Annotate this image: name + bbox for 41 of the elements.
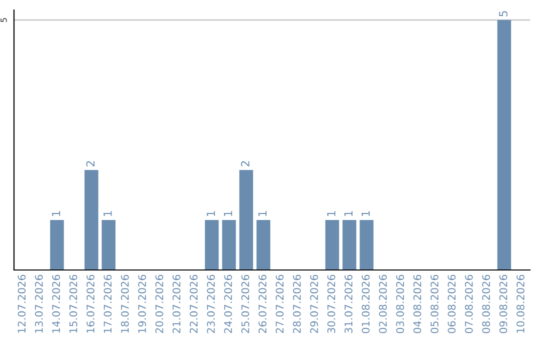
data-label: 2: [241, 161, 250, 166]
x-tick-label: 17.07.2026: [104, 274, 112, 333]
data-label: 1: [362, 211, 370, 216]
x-tick-label: 29.07.2026: [310, 274, 318, 334]
x-tick-label: 16.07.2026: [86, 274, 94, 333]
x-tick-label: 13.07.2026: [34, 274, 43, 333]
x-tick-label: 28.07.2026: [292, 274, 301, 334]
x-tick-label: 15.07.2026: [69, 274, 78, 333]
x-tick-label: 01.08.2026: [362, 274, 370, 334]
data-label: 1: [344, 211, 352, 216]
x-tick-label: 20.07.2026: [155, 274, 164, 334]
x-tick-label: 09.08.2026: [499, 274, 508, 334]
x-tick-label: 24.07.2026: [224, 274, 232, 334]
x-tick-label: 21.07.2026: [172, 274, 180, 334]
data-label: 1: [327, 211, 336, 216]
data-label: 1: [52, 211, 60, 216]
data-label: 2: [86, 161, 94, 166]
x-tick-label: 23.07.2026: [206, 274, 215, 334]
x-tick-label: 02.08.2026: [378, 274, 387, 334]
x-tick-label: 14.07.2026: [52, 274, 60, 333]
x-tick-label: 03.08.2026: [396, 274, 404, 334]
x-tick-label: 31.07.2026: [344, 274, 352, 334]
x-tick-label: 25.07.2026: [241, 274, 250, 334]
x-tick-label: 10.08.2026: [516, 274, 524, 333]
data-label: 1: [206, 211, 215, 216]
x-tick-label: 30.07.2026: [327, 274, 336, 334]
data-label: 5: [499, 11, 508, 16]
data-label: 1: [224, 211, 232, 216]
data-label: 1: [258, 211, 266, 216]
x-tick-label: 05.08.2026: [430, 274, 438, 334]
x-tick-label: 04.08.2026: [413, 274, 422, 334]
x-tick-label: 06.08.2026: [448, 274, 456, 334]
x-tick-label: 08.08.2026: [482, 274, 490, 334]
data-label: 1: [104, 211, 112, 216]
x-tick-label: 07.08.2026: [464, 274, 473, 334]
x-tick-label: 19.07.2026: [138, 274, 146, 333]
x-tick-label: 26.07.2026: [258, 274, 266, 334]
x-tick-label: 22.07.2026: [190, 274, 198, 334]
x-tick-label: 18.07.2026: [120, 274, 129, 333]
x-tick-label: 12.07.2026: [18, 274, 26, 333]
x-tick-label: 27.07.2026: [276, 274, 284, 334]
